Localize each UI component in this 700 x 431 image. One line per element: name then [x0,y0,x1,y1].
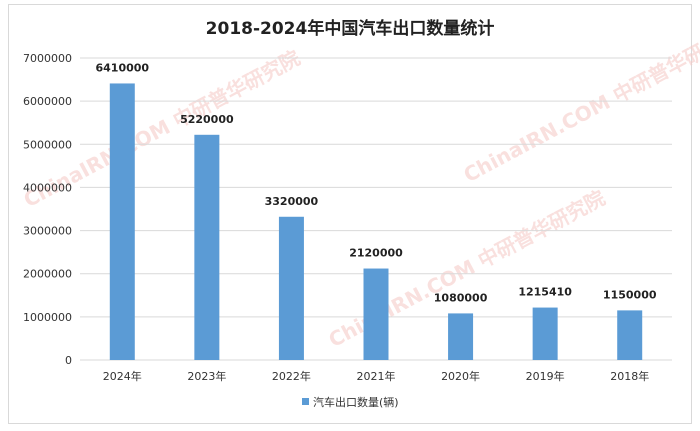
x-tick-label: 2019年 [526,369,565,383]
x-tick-label: 2023年 [187,369,226,383]
legend-label: 汽车出口数量(辆) [313,395,399,409]
bar [194,134,220,360]
bar [532,307,558,360]
x-tick-label: 2021年 [357,369,396,383]
watermark-text: ChinaIRN.COM 中研普华研究院 [460,21,700,187]
y-tick-label: 5000000 [23,138,72,151]
data-label: 1080000 [434,291,488,304]
y-tick-label: 2000000 [23,268,72,281]
x-tick-label: 2022年 [272,369,311,383]
data-label: 6410000 [95,61,149,74]
bars [109,83,643,360]
x-tick-label: 2018年 [610,369,649,383]
bar [448,313,474,360]
data-label: 5220000 [180,113,234,126]
bar [109,83,135,360]
y-axis: 0 1000000 2000000 3000000 4000000 5000000 6000… [23,52,72,367]
y-tick-label: 4000000 [23,181,72,194]
bar [278,216,304,360]
legend-swatch [302,398,309,405]
bar [617,310,643,360]
y-tick-label: 3000000 [23,225,72,238]
data-label: 3320000 [265,195,319,208]
x-tick-label: 2024年 [103,369,142,383]
legend: 汽车出口数量(辆) [302,395,399,409]
data-labels: 6410000 5220000 3320000 2120000 1080000 12154… [95,61,656,304]
chart-title: 2018-2024年中国汽车出口数量统计 [205,19,495,39]
y-tick-label: 7000000 [23,52,72,65]
y-tick-label: 1000000 [23,311,72,324]
bar [363,268,389,360]
x-axis: 2024年 2023年 2022年 2021年 2020年 2019年 2018年 [103,369,649,383]
data-label: 2120000 [349,247,403,260]
x-tick-label: 2020年 [441,369,480,383]
y-tick-label: 6000000 [23,95,72,108]
data-label: 1150000 [603,288,657,301]
y-tick-label: 0 [65,354,72,367]
data-label: 1215410 [518,286,572,299]
